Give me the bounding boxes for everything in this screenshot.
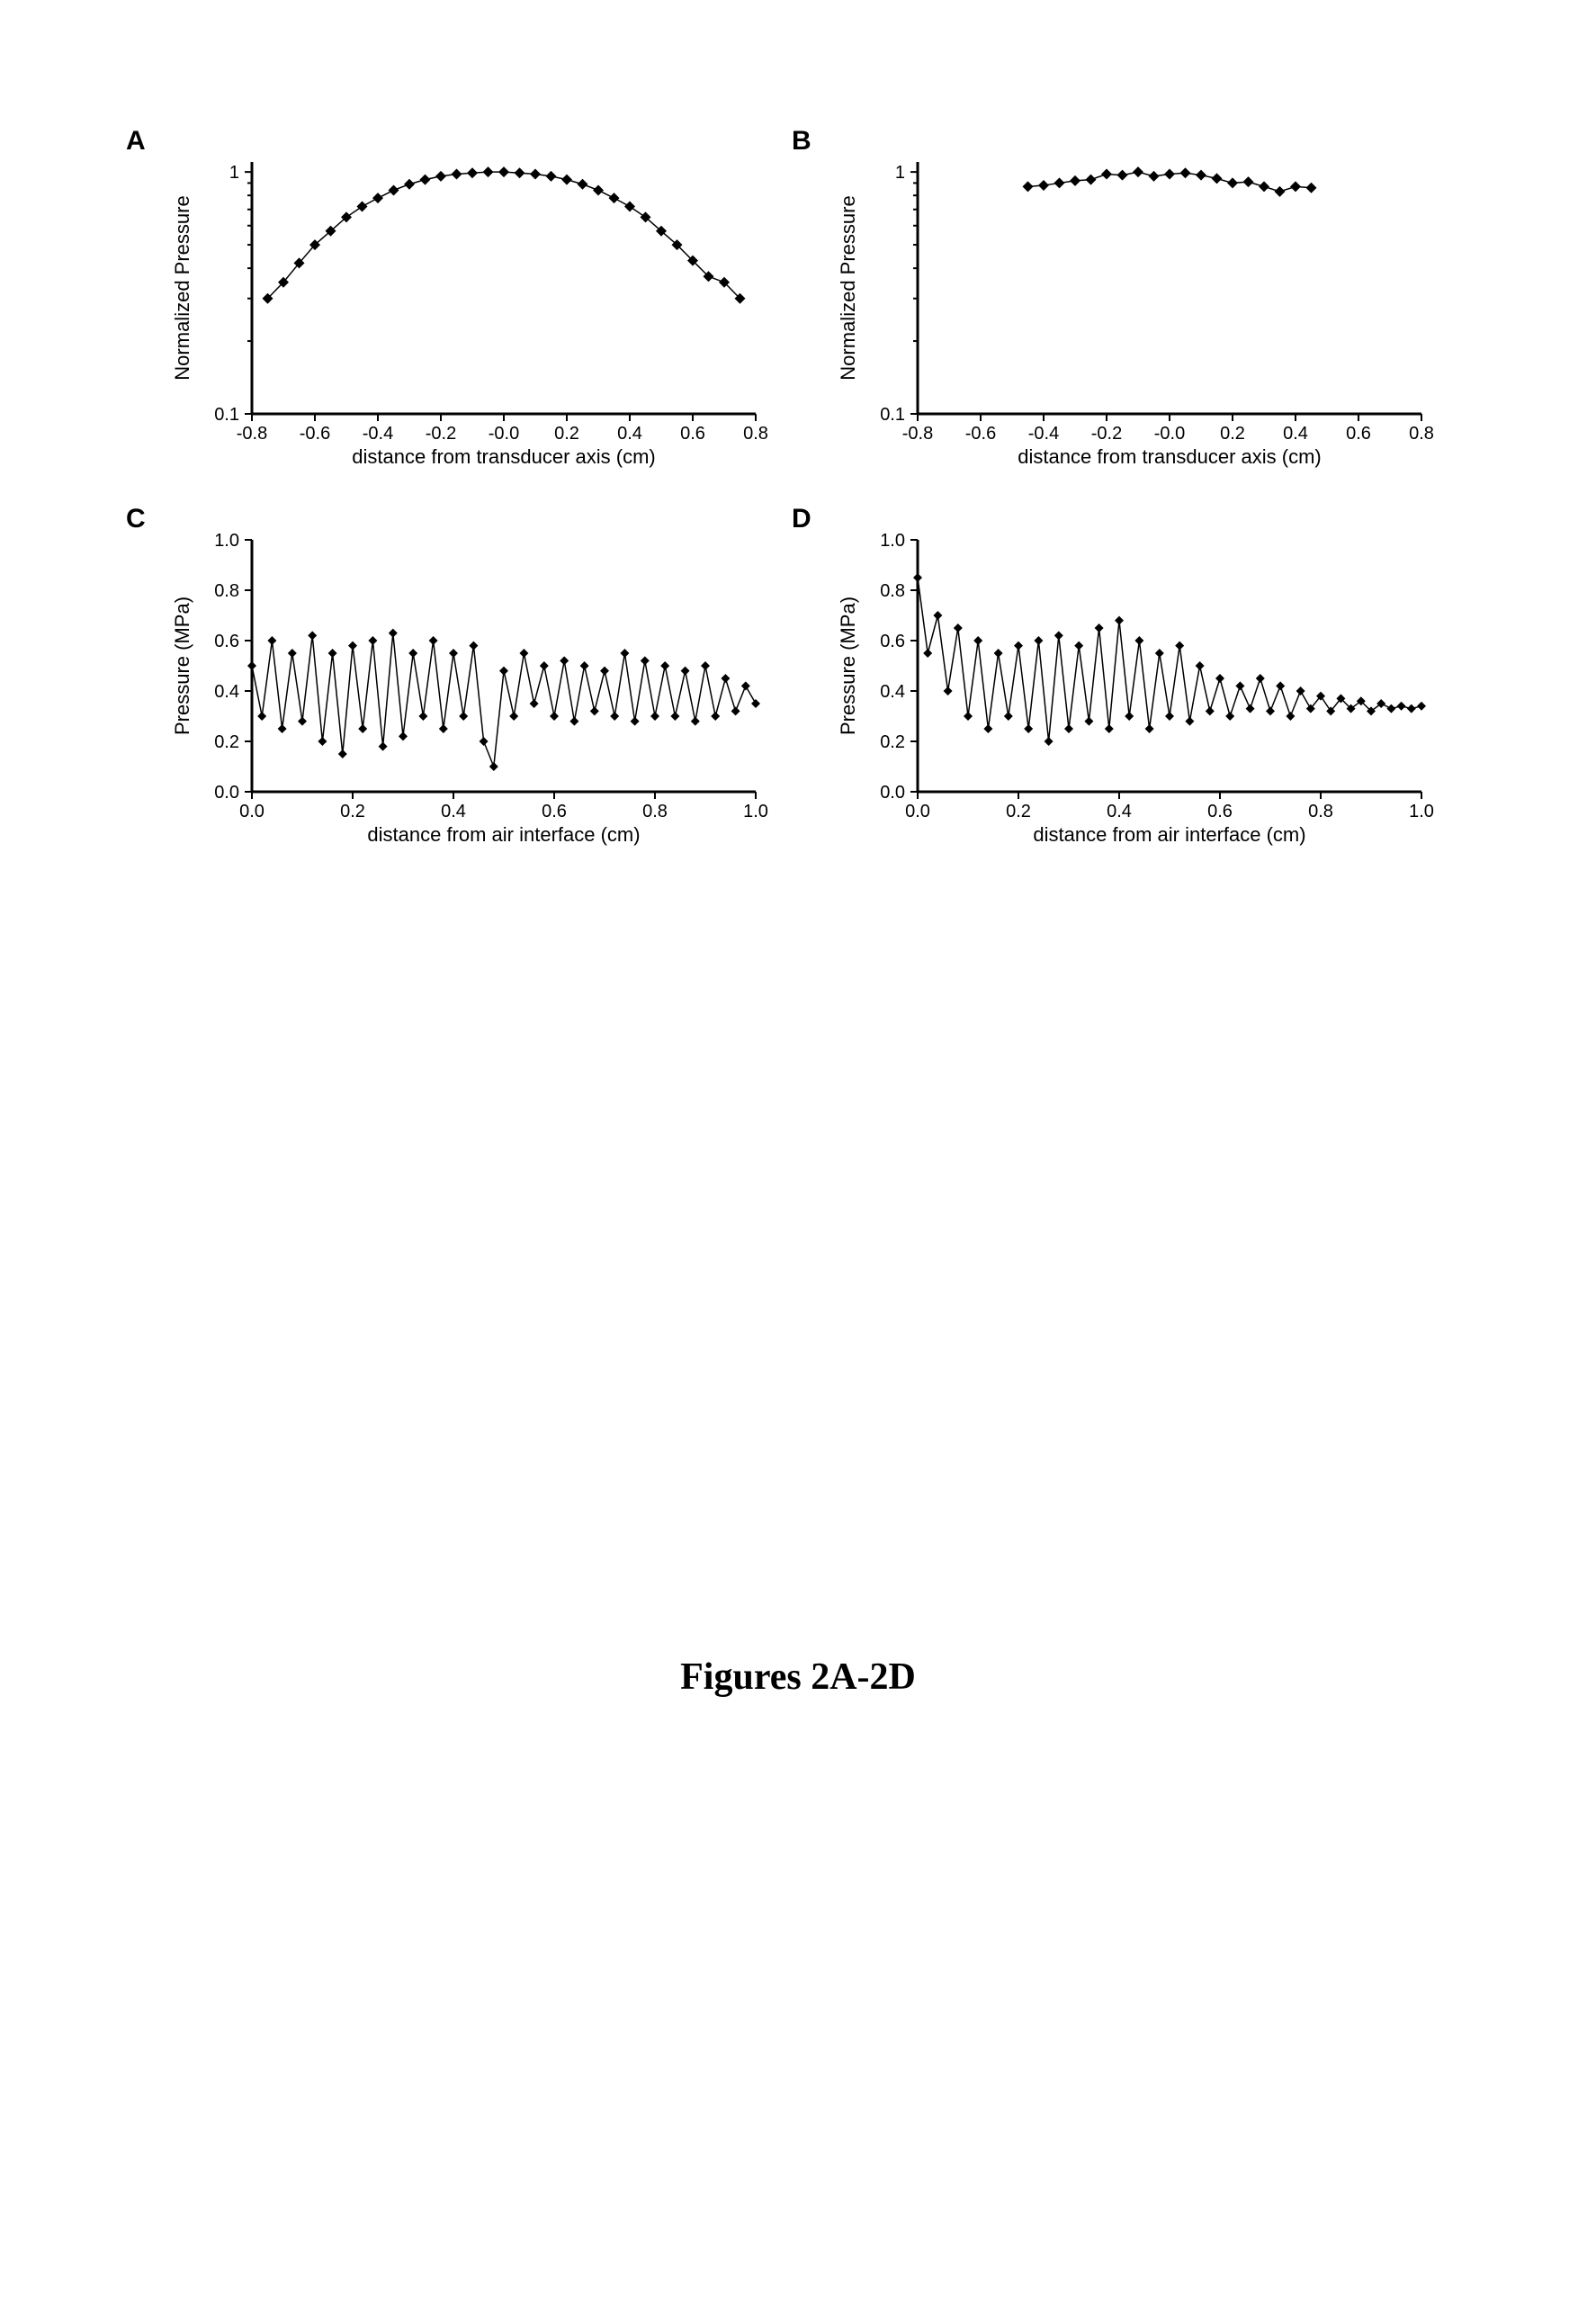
panel-b: B -0.8-0.6-0.4-0.2-0.00.20.40.60.80.11di… <box>819 144 1448 486</box>
chart-a: -0.8 -0.6 -0.4 -0.2 -0.0 0.2 0.4 0.6 0.8 0.1 1 dist… <box>153 144 783 486</box>
page: A -0.8 -0.6 -0.4 -0.2 -0.0 0.2 0.4 0.6 0.8 0.1 1 di… <box>0 0 1596 2324</box>
chart-d: 0.0 0.2 0.4 0.6 0.8 1.0 0.0 0.2 0.4 0.6 0.8 1.0 dist… <box>819 522 1448 864</box>
svg-text:0.2: 0.2 <box>214 732 239 752</box>
svg-text:distance from air interface (c: distance from air interface (cm) <box>367 823 640 846</box>
svg-text:1: 1 <box>895 163 905 183</box>
svg-text:1.0: 1.0 <box>880 531 905 551</box>
svg-text:Normalized Pressure: Normalized Pressure <box>837 195 859 380</box>
svg-text:-0.0: -0.0 <box>489 424 519 444</box>
panel-d: D 0.00.20.40.60.81.00.00.20.40.60.81.0di… <box>819 522 1448 864</box>
svg-text:-0.8: -0.8 <box>902 424 933 444</box>
figure-caption: Figures 2A-2D <box>0 1656 1596 1699</box>
svg-text:0.8: 0.8 <box>880 581 905 601</box>
svg-text:-0.2: -0.2 <box>426 424 456 444</box>
svg-text:-0.0: -0.0 <box>1154 424 1185 444</box>
svg-text:0.2: 0.2 <box>340 802 365 821</box>
svg-text:0.2: 0.2 <box>880 732 905 752</box>
panel-label-b: B <box>792 126 811 157</box>
svg-text:0.2: 0.2 <box>1220 424 1245 444</box>
svg-text:0.4: 0.4 <box>214 682 239 702</box>
svg-text:distance from transducer axis: distance from transducer axis (cm) <box>1018 445 1321 468</box>
svg-text:0.6: 0.6 <box>680 424 705 444</box>
svg-text:1: 1 <box>229 163 239 183</box>
svg-text:0.8: 0.8 <box>214 581 239 601</box>
svg-text:Pressure (MPa): Pressure (MPa) <box>171 597 193 735</box>
svg-text:-0.6: -0.6 <box>300 424 330 444</box>
svg-text:0.0: 0.0 <box>214 783 239 803</box>
svg-text:0.6: 0.6 <box>214 632 239 651</box>
svg-text:0.2: 0.2 <box>1006 802 1031 821</box>
svg-text:distance from air interface (c: distance from air interface (cm) <box>1033 823 1305 846</box>
svg-text:0.8: 0.8 <box>1409 424 1434 444</box>
panel-a: A -0.8-0.6-0.4-0.2-0.00.20.40.60.80.11di… <box>153 144 783 486</box>
svg-text:-0.6: -0.6 <box>965 424 996 444</box>
svg-text:-0.8: -0.8 <box>237 424 267 444</box>
svg-text:0.0: 0.0 <box>905 802 930 821</box>
svg-text:0.4: 0.4 <box>880 682 905 702</box>
svg-text:0.6: 0.6 <box>1346 424 1371 444</box>
svg-text:1.0: 1.0 <box>743 802 768 821</box>
figure-grid: A -0.8-0.6-0.4-0.2-0.00.20.40.60.80.11di… <box>153 144 1448 864</box>
svg-text:-0.2: -0.2 <box>1091 424 1122 444</box>
svg-text:0.0: 0.0 <box>880 783 905 803</box>
svg-text:-0.4: -0.4 <box>363 424 393 444</box>
panel-label-d: D <box>792 504 811 534</box>
svg-text:1.0: 1.0 <box>1409 802 1434 821</box>
svg-text:Pressure (MPa): Pressure (MPa) <box>837 597 859 735</box>
svg-text:0.1: 0.1 <box>214 405 239 425</box>
svg-text:0.8: 0.8 <box>1308 802 1333 821</box>
svg-text:1.0: 1.0 <box>214 531 239 551</box>
svg-text:0.4: 0.4 <box>617 424 642 444</box>
svg-text:0.4: 0.4 <box>1107 802 1132 821</box>
svg-text:-0.4: -0.4 <box>1028 424 1059 444</box>
svg-text:0.4: 0.4 <box>441 802 466 821</box>
svg-text:distance from transducer axis: distance from transducer axis (cm) <box>352 445 655 468</box>
svg-text:Normalized Pressure: Normalized Pressure <box>171 195 193 380</box>
panel-label-a: A <box>126 126 146 157</box>
panel-c: C 0.00.20.40.60.81.00.00.20.40.60.81.0di… <box>153 522 783 864</box>
svg-text:0.8: 0.8 <box>642 802 668 821</box>
panel-label-c: C <box>126 504 146 534</box>
svg-text:0.6: 0.6 <box>542 802 567 821</box>
svg-text:0.6: 0.6 <box>880 632 905 651</box>
svg-text:0.2: 0.2 <box>554 424 579 444</box>
chart-c: 0.0 0.2 0.4 0.6 0.8 1.0 0.0 0.2 0.4 0.6 0.8 1.0 dist… <box>153 522 783 864</box>
svg-text:0.6: 0.6 <box>1207 802 1233 821</box>
svg-text:0.4: 0.4 <box>1283 424 1308 444</box>
svg-text:0.1: 0.1 <box>880 405 905 425</box>
chart-b: -0.8 -0.6 -0.4 -0.2 -0.0 0.2 0.4 0.6 0.8 0.1 1 dist… <box>819 144 1448 486</box>
svg-text:0.0: 0.0 <box>239 802 265 821</box>
svg-text:0.8: 0.8 <box>743 424 768 444</box>
